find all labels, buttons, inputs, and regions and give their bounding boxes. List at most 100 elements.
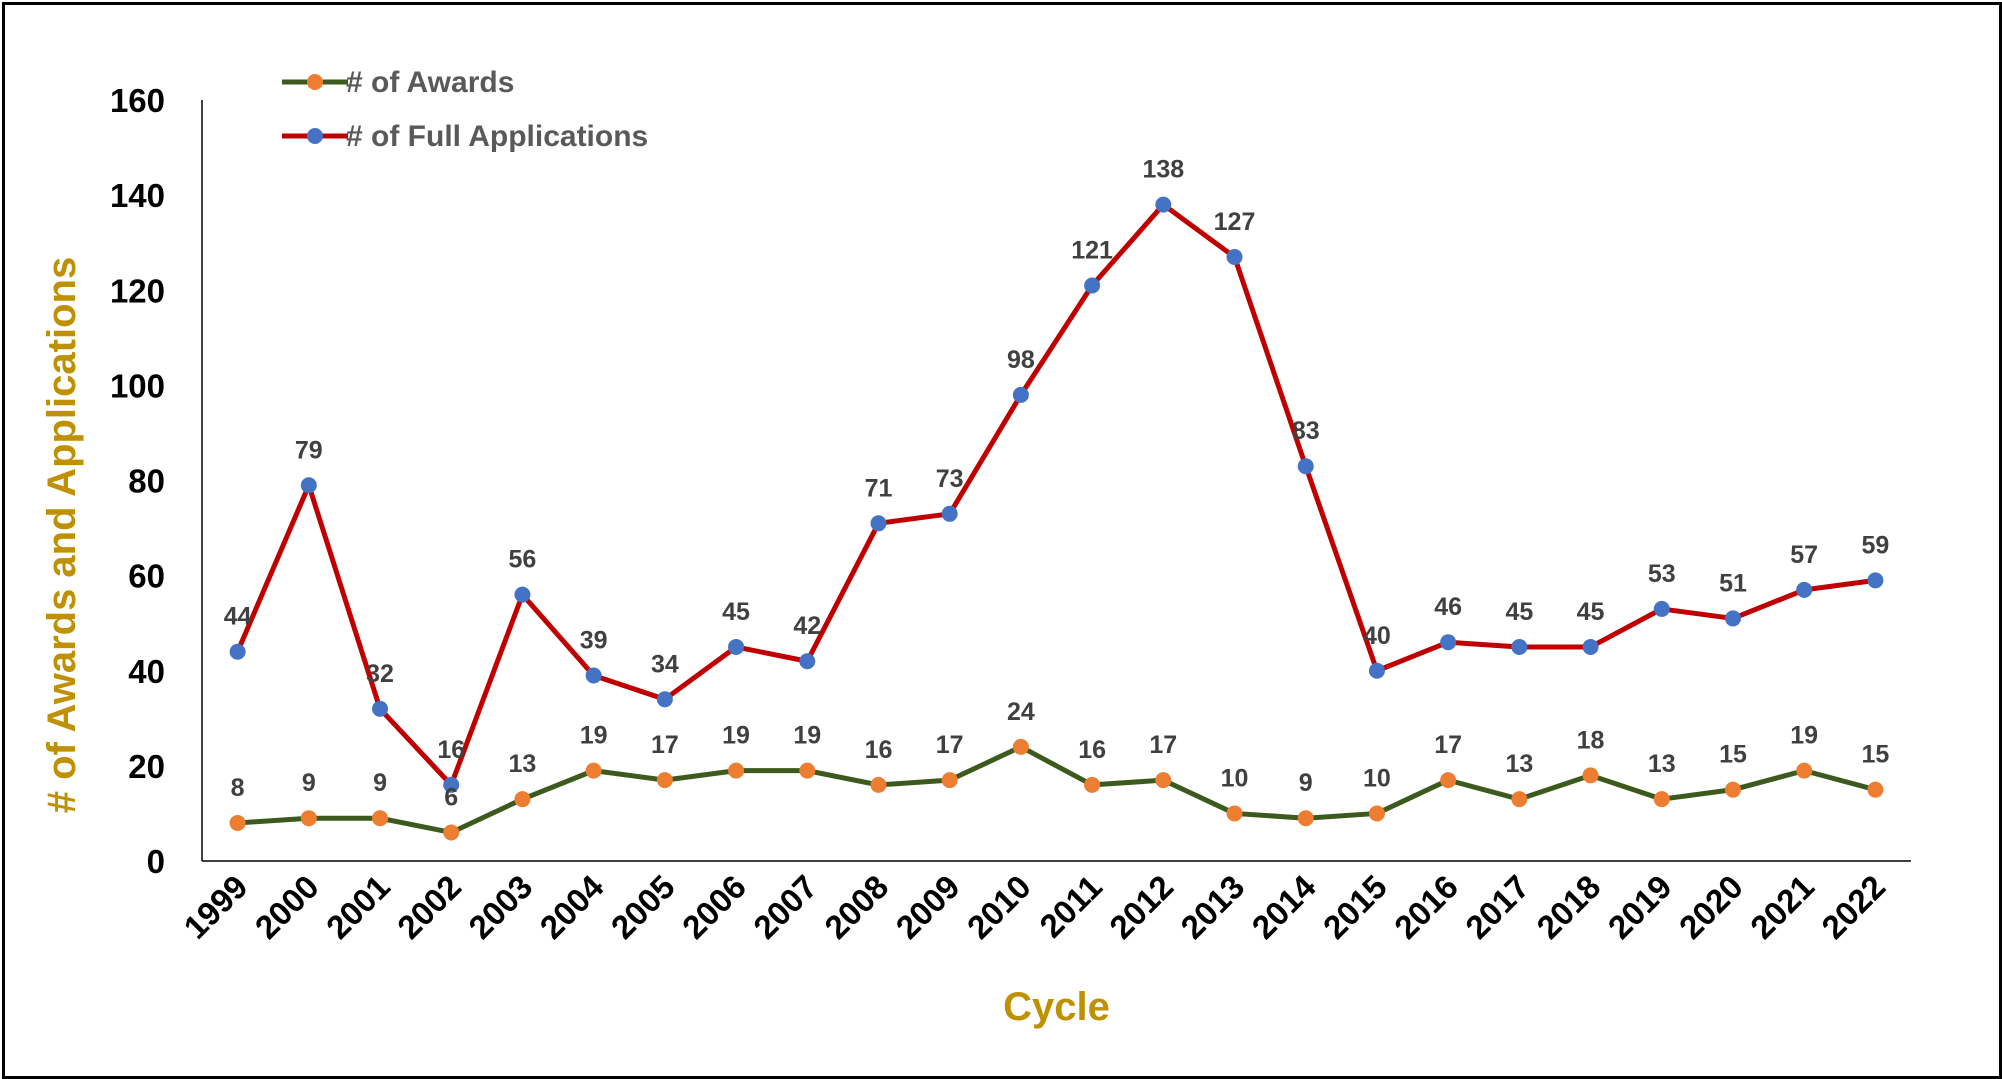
x-tick-label: 2009 [889, 868, 967, 946]
data-point-1 [514, 586, 531, 603]
data-label-0: 17 [936, 731, 964, 759]
data-label-0: 13 [1648, 750, 1676, 778]
y-tick-label: 140 [110, 177, 165, 214]
data-point-0 [1724, 781, 1741, 798]
data-label-0: 19 [793, 722, 821, 750]
data-point-0 [656, 772, 673, 789]
data-label-0: 8 [231, 774, 245, 802]
data-point-0 [585, 762, 602, 779]
series-lines [235, 202, 1877, 835]
legend-label-1: # of Full Applications [346, 120, 648, 153]
series-markers [229, 196, 1884, 841]
data-point-0 [229, 814, 246, 831]
x-axis-title: Cycle [1003, 985, 1110, 1029]
x-tick-label: 2018 [1529, 868, 1607, 946]
data-label-1: 73 [936, 465, 964, 493]
x-tick-label: 2010 [960, 868, 1038, 946]
data-point-1 [1084, 277, 1101, 294]
x-tick-label: 2021 [1743, 868, 1821, 946]
x-tick-label: 2001 [319, 868, 397, 946]
legend-label-0: # of Awards [346, 66, 514, 99]
data-label-0: 19 [580, 722, 608, 750]
data-point-0 [728, 762, 745, 779]
data-point-0 [1440, 772, 1457, 789]
data-point-0 [1796, 762, 1813, 779]
data-label-1: 16 [437, 736, 465, 764]
y-tick-label: 40 [128, 653, 165, 690]
data-point-1 [1724, 610, 1741, 627]
data-point-0 [514, 791, 531, 808]
data-point-1 [728, 638, 745, 655]
data-point-0 [1297, 810, 1314, 827]
data-label-1: 79 [295, 436, 323, 464]
data-point-0 [1653, 791, 1670, 808]
x-tick-label: 2004 [533, 867, 612, 946]
data-label-1: 51 [1719, 569, 1747, 597]
data-point-1 [372, 700, 389, 717]
data-point-1 [300, 477, 317, 494]
data-point-1 [1511, 638, 1528, 655]
data-point-0 [1867, 781, 1884, 798]
data-point-1 [1867, 572, 1884, 589]
data-label-1: 40 [1363, 622, 1391, 650]
data-label-0: 15 [1719, 741, 1747, 769]
x-tick-label: 2003 [461, 868, 539, 946]
data-label-1: 34 [651, 650, 679, 678]
y-tick-label: 120 [110, 272, 165, 309]
data-label-1: 127 [1214, 208, 1256, 236]
data-label-0: 19 [1790, 722, 1818, 750]
legend-marker-1 [307, 128, 323, 144]
data-label-1: 42 [793, 612, 821, 640]
data-point-1 [1653, 600, 1670, 617]
data-point-1 [870, 515, 887, 532]
data-point-0 [372, 810, 389, 827]
x-tick-label: 2015 [1316, 868, 1394, 946]
data-label-0: 18 [1577, 726, 1605, 754]
data-label-1: 71 [865, 474, 893, 502]
data-label-0: 13 [509, 750, 537, 778]
data-point-1 [443, 776, 460, 793]
data-point-0 [1226, 805, 1243, 822]
data-label-1: 98 [1007, 346, 1035, 374]
data-point-1 [1226, 248, 1243, 265]
data-point-0 [443, 824, 460, 841]
x-tick-label: 2008 [817, 868, 895, 946]
x-tick-label: 2000 [248, 868, 326, 946]
data-label-1: 45 [1505, 598, 1533, 626]
data-label-0: 17 [651, 731, 679, 759]
data-point-1 [1796, 581, 1813, 598]
x-tick-label: 2011 [1032, 868, 1109, 945]
data-label-1: 44 [224, 603, 252, 631]
data-point-1 [1582, 638, 1599, 655]
data-label-0: 19 [722, 722, 750, 750]
data-point-1 [656, 691, 673, 708]
data-point-0 [799, 762, 816, 779]
x-tick-label: 2013 [1173, 868, 1251, 946]
y-tick-label: 160 [110, 82, 165, 119]
data-point-0 [1368, 805, 1385, 822]
data-label-1: 32 [366, 660, 394, 688]
data-point-1 [585, 667, 602, 684]
x-tick-label: 2006 [675, 868, 753, 946]
data-label-1: 39 [580, 627, 608, 655]
data-point-1 [1297, 458, 1314, 475]
data-point-1 [1012, 386, 1029, 403]
legend: # of Awards # of Full Applications [282, 66, 648, 153]
y-tick-label: 60 [128, 558, 165, 595]
data-label-1: 121 [1071, 236, 1113, 264]
data-point-0 [1582, 767, 1599, 784]
x-tick-label: 2017 [1458, 868, 1536, 946]
y-axis-title: # of Awards and Applications [40, 257, 84, 813]
data-label-1: 45 [1577, 598, 1605, 626]
data-label-0: 24 [1007, 698, 1035, 726]
data-point-0 [1084, 776, 1101, 793]
data-point-0 [1155, 772, 1172, 789]
x-tick-label: 2014 [1245, 867, 1324, 946]
x-tick-label: 2020 [1672, 868, 1750, 946]
data-label-0: 16 [865, 736, 893, 764]
data-label-0: 9 [373, 769, 387, 797]
data-point-0 [300, 810, 317, 827]
data-label-0: 13 [1505, 750, 1533, 778]
data-label-0: 9 [1299, 769, 1313, 797]
